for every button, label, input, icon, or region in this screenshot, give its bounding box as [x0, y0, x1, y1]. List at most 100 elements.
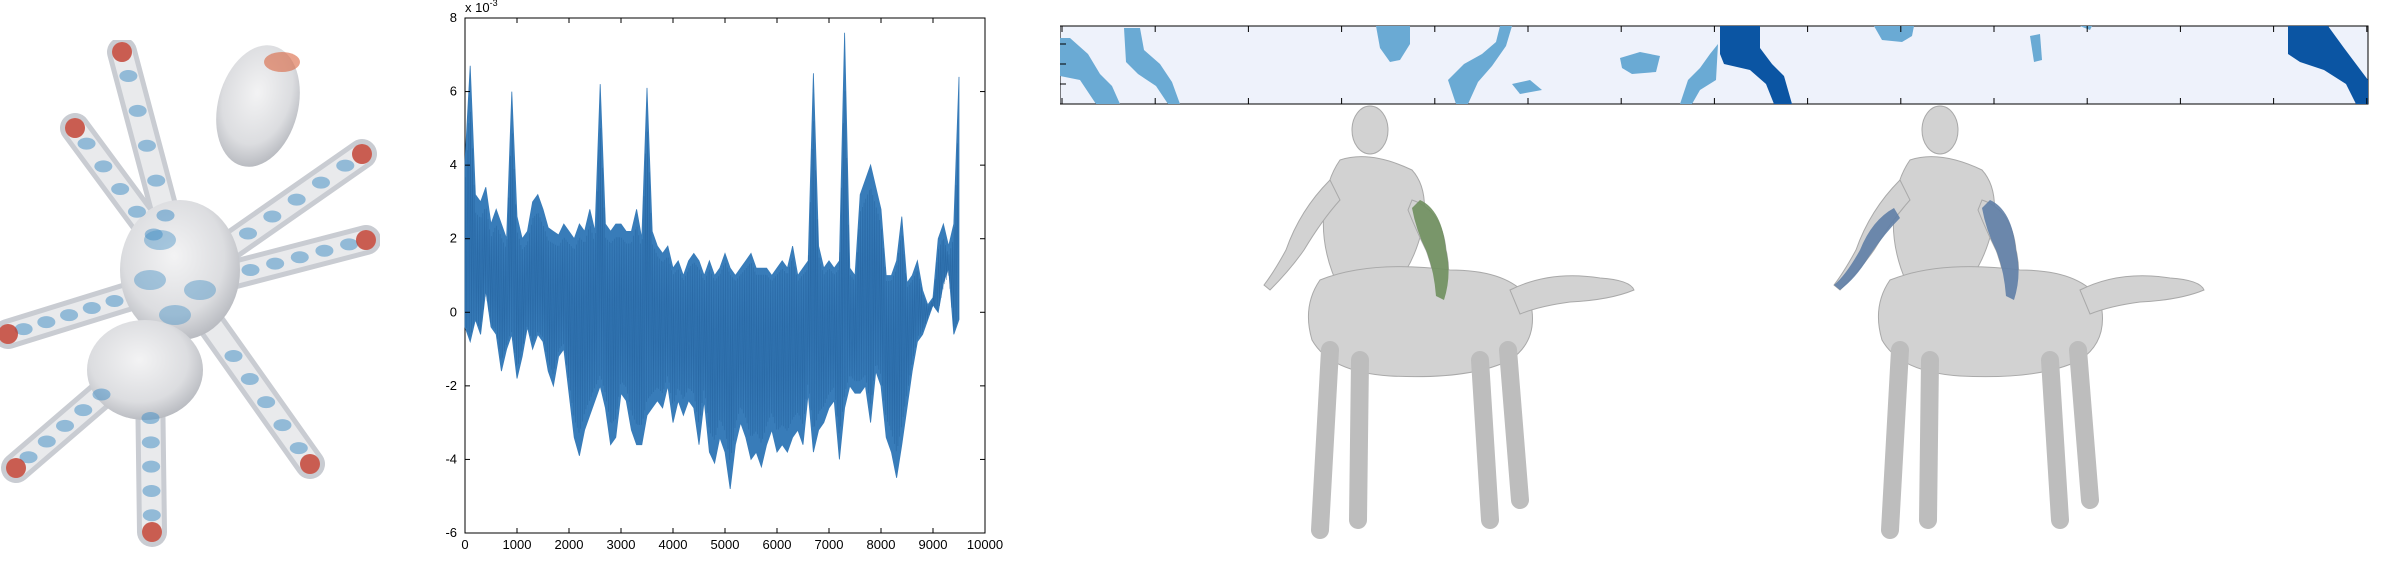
- mesh-blue-patch: [56, 419, 75, 432]
- x-tick-label: 1000: [503, 537, 532, 552]
- mesh-red-tip: [264, 52, 300, 72]
- centaur-right-body: [1833, 105, 2205, 539]
- mesh-blue-patch: [141, 436, 160, 449]
- mesh-blue-patch: [137, 139, 156, 152]
- centaur-leg: [2069, 341, 2099, 509]
- mesh-blue-patch: [257, 396, 276, 409]
- mesh-blue-patch: [142, 484, 161, 497]
- y-tick-label: 4: [450, 157, 457, 172]
- mesh-red-tip: [6, 458, 26, 478]
- mesh-blue-patch: [14, 323, 33, 336]
- x-tick-label: 0: [461, 537, 468, 552]
- centaur-leg: [1881, 341, 1909, 539]
- centaur-left-highlight-arm: [1412, 200, 1449, 300]
- centaur-leg: [1311, 341, 1339, 539]
- centaur-tail: [2079, 275, 2205, 315]
- centaur-render-right: [1760, 100, 2220, 550]
- mesh-blue-patch: [19, 451, 38, 464]
- x-tick-label: 4000: [659, 537, 688, 552]
- mesh-blue-patch: [184, 280, 216, 300]
- mesh-blue-patch: [77, 137, 96, 150]
- centaur-leg: [1349, 351, 1369, 529]
- strip-ticks: [1060, 26, 2368, 104]
- mesh-red-tip: [112, 42, 132, 62]
- centaur-left-svg: [1263, 105, 1635, 539]
- y-tick-label: 0: [450, 304, 457, 319]
- mesh-red-tip: [65, 118, 85, 138]
- y-tick-label: 2: [450, 231, 457, 246]
- centaur-horse-body: [1877, 266, 2103, 378]
- mesh-blue-patch: [142, 509, 161, 522]
- centaur-leg: [1471, 351, 1499, 529]
- x-tick-label: 3000: [607, 537, 636, 552]
- x-axis-ticks: 0 1000 2000 3000 4000 5000 6000 7000 8000 9000 100…: [461, 18, 1003, 552]
- centaur-head: [1921, 105, 1959, 155]
- x-tick-label: 9000: [919, 537, 948, 552]
- mesh-blue-patch: [142, 460, 161, 473]
- mesh-blue-patch: [111, 183, 130, 196]
- centaur-left-arm: [1263, 179, 1341, 291]
- y-tick-label: -2: [445, 378, 457, 393]
- mesh-blue-patch: [134, 270, 166, 290]
- mesh-blue-patch: [37, 435, 56, 448]
- mesh-blue-patch: [144, 230, 176, 250]
- mesh-blue-patch: [92, 388, 111, 401]
- mesh-blue-patch: [128, 104, 147, 117]
- strip-light-regions: [1060, 26, 2092, 104]
- centaur-horse-body: [1307, 266, 1533, 378]
- centaur-head: [1351, 105, 1389, 155]
- mesh-red-tip: [142, 522, 162, 542]
- y-axis-ticks: -6 -4 -2 0 2 4 6 8: [445, 10, 985, 540]
- mesh-blue-patch: [94, 160, 113, 173]
- mesh-blue-patch: [311, 176, 330, 189]
- mesh-blue-patch: [60, 309, 79, 322]
- x-tick-label: 7000: [815, 537, 844, 552]
- centaur-leg: [1919, 351, 1939, 529]
- centaur-left-body: [1263, 105, 1635, 539]
- strip-dark-regions: [1720, 26, 2368, 104]
- mesh-blue-patch: [241, 264, 260, 276]
- centaur-render-left: [1190, 100, 1650, 550]
- centaur-leg: [1499, 341, 1529, 509]
- centaur-tail: [1509, 275, 1635, 315]
- x-tick-label: 10000: [967, 537, 1003, 552]
- mesh-red-tip: [352, 144, 372, 164]
- centaur-right-highlight-arm-left: [1834, 208, 1900, 290]
- mesh-blue-patch: [119, 69, 138, 82]
- mesh-blue-patch: [127, 205, 146, 218]
- mesh-blue-patch: [105, 295, 124, 307]
- segmentation-strip: [1059, 24, 2370, 108]
- mesh-blue-patch: [315, 244, 334, 257]
- mesh-figure: [0, 37, 381, 560]
- mesh-blue-patch: [224, 350, 243, 362]
- mesh-red-tip: [0, 324, 18, 344]
- mesh-lower-lobe: [87, 320, 203, 420]
- y-tick-label: 8: [450, 10, 457, 25]
- strip-svg: [1059, 25, 2369, 105]
- centaur-right-svg: [1833, 105, 2205, 539]
- mesh-blue-patch: [340, 238, 359, 251]
- mesh-blue-patch: [147, 174, 166, 187]
- x-tick-label: 6000: [763, 537, 792, 552]
- centaur-right-highlight-arm-right: [1982, 200, 2019, 300]
- mesh-blue-patch: [74, 404, 93, 417]
- y-tick-label: -6: [445, 525, 457, 540]
- mesh-blue-patch: [290, 251, 309, 264]
- y-tick-label: -4: [445, 451, 457, 466]
- x-tick-label: 2000: [555, 537, 584, 552]
- mesh-limb-highlight: [200, 144, 372, 270]
- line-chart: 0 1000 2000 3000 4000 5000 6000 7000 8000 9000 100…: [430, 0, 1010, 564]
- mesh-blue-patch: [289, 442, 308, 455]
- mesh-blue-patch: [144, 228, 163, 241]
- octopus-mesh-render: [0, 37, 381, 547]
- y-tick-label: 6: [450, 84, 457, 99]
- mesh-blue-patch: [156, 209, 175, 222]
- mesh-blue-patch: [239, 227, 257, 240]
- centaur-leg: [2041, 351, 2069, 529]
- mesh-blue-patch: [159, 305, 191, 325]
- mesh-blue-patch: [263, 210, 282, 223]
- mesh-blue-patch: [141, 412, 160, 424]
- chart-svg: 0 1000 2000 3000 4000 5000 6000 7000 8000 9000 100…: [445, 0, 1003, 552]
- mesh-red-tip: [300, 454, 320, 474]
- y-exponent-label: x 10-3: [465, 0, 498, 15]
